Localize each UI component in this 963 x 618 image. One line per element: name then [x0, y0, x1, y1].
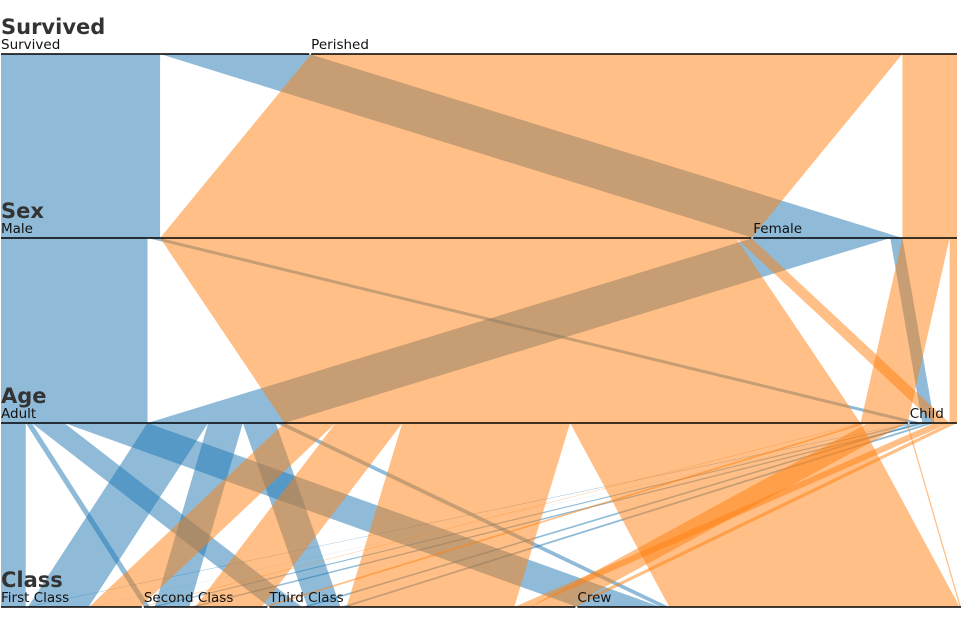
- category-label-male[interactable]: Male: [1, 221, 33, 237]
- category-label-first-class[interactable]: First Class: [1, 590, 69, 606]
- dimension-title-age[interactable]: Age: [1, 384, 47, 408]
- ribbon-survived-male-to-adult[interactable]: [1, 238, 148, 423]
- ribbon-perished-to-male[interactable]: [160, 54, 903, 238]
- ribbon-perished-male-adult-to-third-class[interactable]: [346, 423, 571, 607]
- ribbon-perished-to-female[interactable]: [902, 54, 957, 238]
- ribbon-survived-male-adult-to-first-class[interactable]: [1, 423, 26, 607]
- ribbon-perished-male-adult-to-first-class[interactable]: [88, 423, 336, 607]
- ribbon-layer: [1, 54, 961, 607]
- category-label-perished[interactable]: Perished: [311, 37, 369, 53]
- category-label-adult[interactable]: Adult: [1, 406, 36, 422]
- ribbon-perished-female-adult-to-first-class[interactable]: [140, 423, 863, 607]
- dimension-title-class[interactable]: Class: [1, 568, 63, 592]
- ribbon-survived-to-male[interactable]: [1, 54, 161, 238]
- category-label-crew[interactable]: Crew: [577, 590, 611, 606]
- ribbon-survived-female-adult-to-first-class[interactable]: [27, 423, 209, 607]
- ribbon-perished-female-adult-to-crew[interactable]: [906, 423, 961, 607]
- category-label-female[interactable]: Female: [753, 221, 802, 237]
- ribbon-perished-female-child-to-third-class[interactable]: [568, 423, 957, 607]
- category-label-third-class[interactable]: Third Class: [268, 590, 343, 606]
- ribbon-perished-female-adult-to-second-class[interactable]: [261, 423, 868, 607]
- dimension-title-sex[interactable]: Sex: [1, 199, 44, 223]
- ribbon-perished-female-adult-to-third-class[interactable]: [529, 423, 907, 607]
- category-label-second-class[interactable]: Second Class: [144, 590, 234, 606]
- category-label-child[interactable]: Child: [910, 406, 944, 422]
- dimension-title-survived[interactable]: Survived: [1, 15, 105, 39]
- category-label-survived[interactable]: Survived: [1, 37, 60, 53]
- ribbon-perished-female-to-adult[interactable]: [860, 238, 950, 423]
- ribbon-perished-male-adult-to-second-class[interactable]: [195, 423, 403, 607]
- ribbon-perished-female-to-child[interactable]: [949, 238, 957, 423]
- ribbon-perished-male-to-adult[interactable]: [160, 238, 861, 423]
